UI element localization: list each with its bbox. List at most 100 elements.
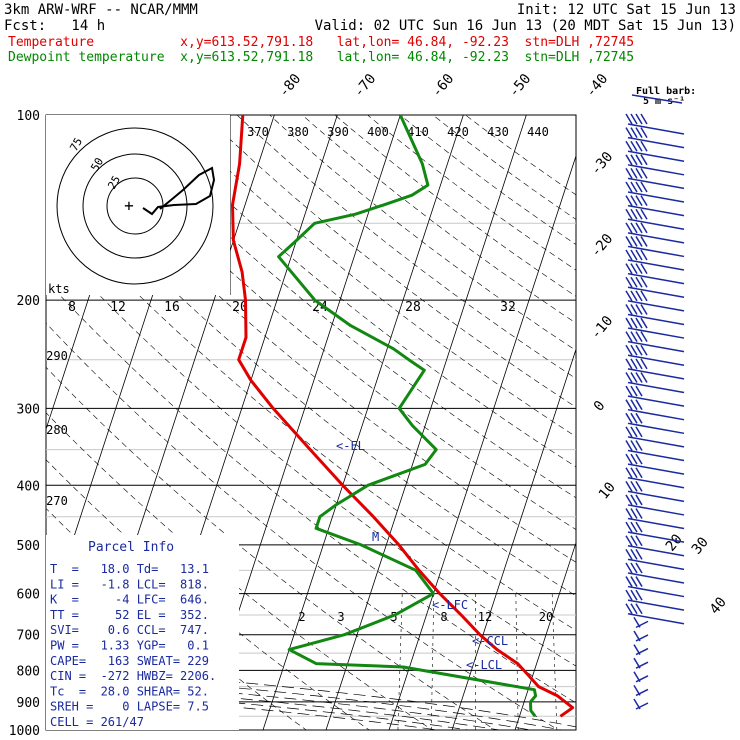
wind-barb-flag [640, 140, 648, 152]
wind-barb-flag [635, 412, 643, 424]
wind-barb-flag [640, 222, 648, 234]
wind-barb-flag [640, 154, 648, 166]
parcel-info-row: LI = -1.8 LCL= 818. [50, 577, 209, 591]
pressure-tick-label: 700 [17, 629, 40, 644]
wind-barb-flag [630, 412, 638, 424]
wind-barb-flag [640, 344, 648, 356]
parcel-info-row: T = 18.0 Td= 13.1 [50, 562, 209, 576]
wind-barb [627, 327, 685, 339]
level-label: <-EL [336, 439, 365, 453]
temperature-trace [231, 115, 575, 718]
sounding-traces [231, 115, 575, 718]
mixing-ratio-line [515, 593, 519, 730]
wind-barb [627, 476, 685, 489]
wind-barb-flag [635, 426, 643, 438]
wind-barb-flag [633, 630, 641, 642]
wind-barb-flag [633, 616, 641, 628]
parcel-info-row: CAPE= 163 SWEAT= 229 [50, 654, 209, 668]
wind-barb [627, 422, 685, 435]
wind-barb-flag [625, 208, 633, 220]
wind-barb-flag [625, 222, 633, 234]
moist-adiabat-line [46, 664, 576, 728]
dry-adiabat-line [46, 238, 576, 667]
wind-barb [627, 517, 685, 530]
speed-tick-label: 16 [164, 300, 180, 315]
wind-barb-flag [625, 181, 633, 193]
wind-barb-flag [635, 358, 643, 370]
wind-barb-flag [630, 195, 638, 207]
wind-barb-flag [630, 426, 638, 438]
parcel-info-title: Parcel Info [88, 540, 174, 555]
wind-barb-flag [635, 576, 643, 587]
wind-barb-flag [635, 154, 643, 166]
wind-barb-flag [625, 521, 633, 533]
wind-barb-flag [625, 603, 633, 615]
wind-barb-flag [625, 317, 633, 329]
wind-barb [627, 545, 685, 557]
dry-adiabat-line [46, 197, 576, 631]
mixing-ratio-label: 20 [539, 610, 553, 624]
theta-label: 380 [287, 125, 309, 139]
wind-barb [627, 381, 685, 394]
forecast-hour: Fcst: 14 h [4, 18, 106, 34]
wind-barb [635, 688, 649, 697]
wind-barb-flag [630, 208, 638, 220]
wind-barb [627, 177, 685, 190]
parcel-info-row: CIN = -272 HWBZ= 2206. [50, 669, 216, 683]
isotherm-label: -70 [351, 71, 380, 101]
wind-barb [627, 232, 685, 244]
wind-barb [627, 245, 685, 258]
pressure-tick-label: 1000 [9, 724, 40, 739]
wind-barb-flag [635, 263, 643, 275]
dewpoint-trace [277, 115, 538, 718]
wind-barb-flag [625, 426, 633, 438]
isotherm-line [388, 154, 576, 730]
wind-barb [627, 504, 685, 516]
hodograph-center-mark: + [124, 196, 134, 215]
wind-barb-flag [635, 562, 643, 574]
wind-barb-flag [633, 644, 641, 655]
isotherm-label: -40 [583, 71, 612, 101]
isotherm-label: -20 [588, 231, 617, 261]
wind-barb-flag [625, 548, 633, 560]
level-label: <-LFC [432, 598, 468, 612]
mixing-ratio-line [431, 593, 435, 730]
wind-barb-flag [630, 127, 638, 138]
wind-barb-flag [630, 494, 638, 506]
wind-barb-flag [625, 154, 633, 166]
hodograph-trace [142, 166, 216, 216]
wind-barb [627, 490, 685, 503]
isotherm-line [700, 87, 740, 740]
wind-barb-flag [625, 304, 633, 315]
wind-barb-flag [630, 508, 638, 519]
theta-label: 390 [327, 125, 349, 139]
mixing-ratio-line [551, 593, 558, 730]
wind-barb-flag [635, 372, 643, 383]
wind-barb-flag [630, 317, 638, 329]
isotherm-line [514, 541, 576, 730]
temperature-legend: Temperature x,y=613.52,791.18 lat,lon= 4… [8, 35, 635, 50]
wind-barb-flag [640, 236, 648, 247]
parcel-info-row: PW = 1.33 YGP= 0.1 [50, 639, 209, 653]
speed-tick-label: 32 [500, 300, 516, 315]
wind-barb-flag [635, 399, 643, 411]
level-label: <-LCL [466, 658, 502, 672]
wind-barb-flag [635, 344, 643, 356]
isotherm-line [325, 115, 527, 730]
pressure-tick-label: 100 [17, 109, 40, 124]
dry-adiabat-line [46, 366, 496, 730]
wind-barb-flag [640, 127, 648, 138]
pressure-tick-label: 200 [17, 294, 40, 309]
wind-barb-flag [625, 127, 633, 138]
wind-barb [635, 661, 649, 669]
wind-barb-flag [625, 412, 633, 424]
theta-lower-label: 270 [46, 494, 68, 508]
wind-barb-flag [635, 113, 643, 125]
wind-barb-flag [635, 453, 643, 465]
wind-barb-flag [630, 304, 638, 315]
parcel-info-row: SVI= 0.6 CCL= 747. [50, 623, 209, 637]
wind-barb-flag [635, 127, 643, 138]
wind-barb-flag [625, 168, 633, 179]
dewpoint-legend: Dewpoint temperature x,y=613.52,791.18 l… [8, 50, 635, 65]
wind-barb-flag [635, 440, 643, 451]
